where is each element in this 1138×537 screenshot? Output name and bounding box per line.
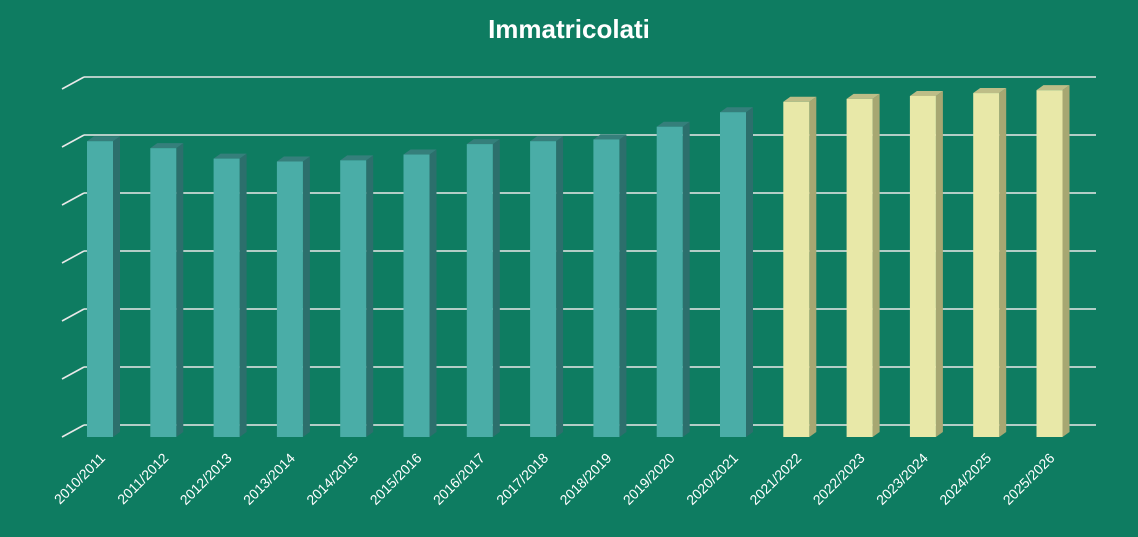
bar-side xyxy=(619,134,627,437)
x-tick-label: 2010/2011 xyxy=(51,450,109,508)
gridline-depth xyxy=(61,192,85,206)
bar-front xyxy=(466,144,493,437)
bar xyxy=(1036,85,1070,437)
bar xyxy=(783,96,817,437)
bar-front xyxy=(909,95,936,438)
bar-top xyxy=(87,136,120,142)
bar xyxy=(403,149,437,438)
bar-front xyxy=(656,126,683,437)
x-tick-label: 2025/2026 xyxy=(1000,450,1058,508)
gridline-depth xyxy=(61,366,85,380)
bar-side xyxy=(935,90,943,438)
x-tick-label: 2013/2014 xyxy=(240,450,298,508)
bar-side xyxy=(809,96,817,437)
bar xyxy=(340,155,374,437)
bar-top xyxy=(846,93,880,99)
bar-front xyxy=(87,141,113,437)
x-tick-label: 2024/2025 xyxy=(936,450,994,508)
bar-side xyxy=(176,143,184,437)
bar-top xyxy=(1036,85,1070,91)
x-tick-label: 2011/2012 xyxy=(114,450,172,508)
bar-side xyxy=(746,107,753,437)
bar-front xyxy=(1036,90,1063,437)
gridline-depth xyxy=(61,250,85,264)
bar-side xyxy=(429,149,437,438)
gridline-depth xyxy=(61,308,85,322)
bar-top xyxy=(973,88,1007,94)
x-tick-label: 2023/2024 xyxy=(873,450,931,508)
bar-side xyxy=(1062,85,1070,437)
bar-front xyxy=(720,112,746,437)
bar-top xyxy=(656,121,690,127)
gridline-depth xyxy=(61,424,85,438)
chart-title: Immatricolati xyxy=(488,14,650,44)
bar-front xyxy=(783,101,810,437)
bar-top xyxy=(783,96,817,102)
x-tick-label: 2016/2017 xyxy=(430,450,488,508)
bar-top xyxy=(530,136,564,142)
bar-front xyxy=(213,158,240,437)
bar-top xyxy=(466,139,500,145)
bar-front xyxy=(593,139,620,437)
bar-side xyxy=(682,121,690,437)
bar-side xyxy=(113,136,120,437)
bar xyxy=(276,156,310,437)
bar xyxy=(846,93,880,438)
x-tick-label: 2020/2021 xyxy=(683,450,741,508)
bar xyxy=(656,121,690,437)
bar xyxy=(213,153,247,437)
bar-side xyxy=(239,153,247,437)
bar-top xyxy=(276,156,310,162)
x-tick-label: 2012/2013 xyxy=(177,450,235,508)
x-tick-label: 2014/2015 xyxy=(303,450,361,508)
x-tick-label: 2017/2018 xyxy=(493,450,551,508)
bar xyxy=(530,136,564,437)
bar-top xyxy=(720,107,753,113)
gridline-depth xyxy=(61,76,85,90)
bar xyxy=(87,136,120,437)
bar-top xyxy=(340,155,374,161)
bar-top xyxy=(593,134,627,140)
x-tick-label: 2021/2022 xyxy=(746,450,804,508)
x-tick-label: 2018/2019 xyxy=(556,450,614,508)
gridline-depth xyxy=(61,134,85,148)
bar-side xyxy=(302,156,310,437)
x-tick-label: 2019/2020 xyxy=(620,450,678,508)
bar-top xyxy=(403,149,437,155)
bar xyxy=(466,139,500,437)
bar-front xyxy=(403,154,430,438)
bar-front xyxy=(150,148,177,437)
x-tick-label: 2022/2023 xyxy=(810,450,868,508)
bar-front xyxy=(846,98,873,438)
bar-side xyxy=(556,136,564,437)
bar xyxy=(150,143,184,437)
bar-top xyxy=(909,90,943,96)
bar xyxy=(593,134,627,437)
bar-side xyxy=(872,93,880,438)
bar-front xyxy=(530,141,557,437)
bars xyxy=(87,85,1070,438)
bar-top xyxy=(150,143,184,149)
bar xyxy=(720,107,753,437)
bar-side xyxy=(999,88,1007,437)
bar xyxy=(973,88,1007,437)
bar-front xyxy=(973,93,1000,437)
bar-front xyxy=(340,160,367,437)
bar-side xyxy=(366,155,374,437)
bar xyxy=(909,90,943,438)
bar-side xyxy=(492,139,500,437)
bar-top xyxy=(213,153,247,159)
x-tick-label: 2015/2016 xyxy=(367,450,425,508)
bar-front xyxy=(276,161,303,437)
x-tick-labels: 2010/2011 2011/2012 2012/2013 2013/2014 2014… xyxy=(51,450,1058,508)
